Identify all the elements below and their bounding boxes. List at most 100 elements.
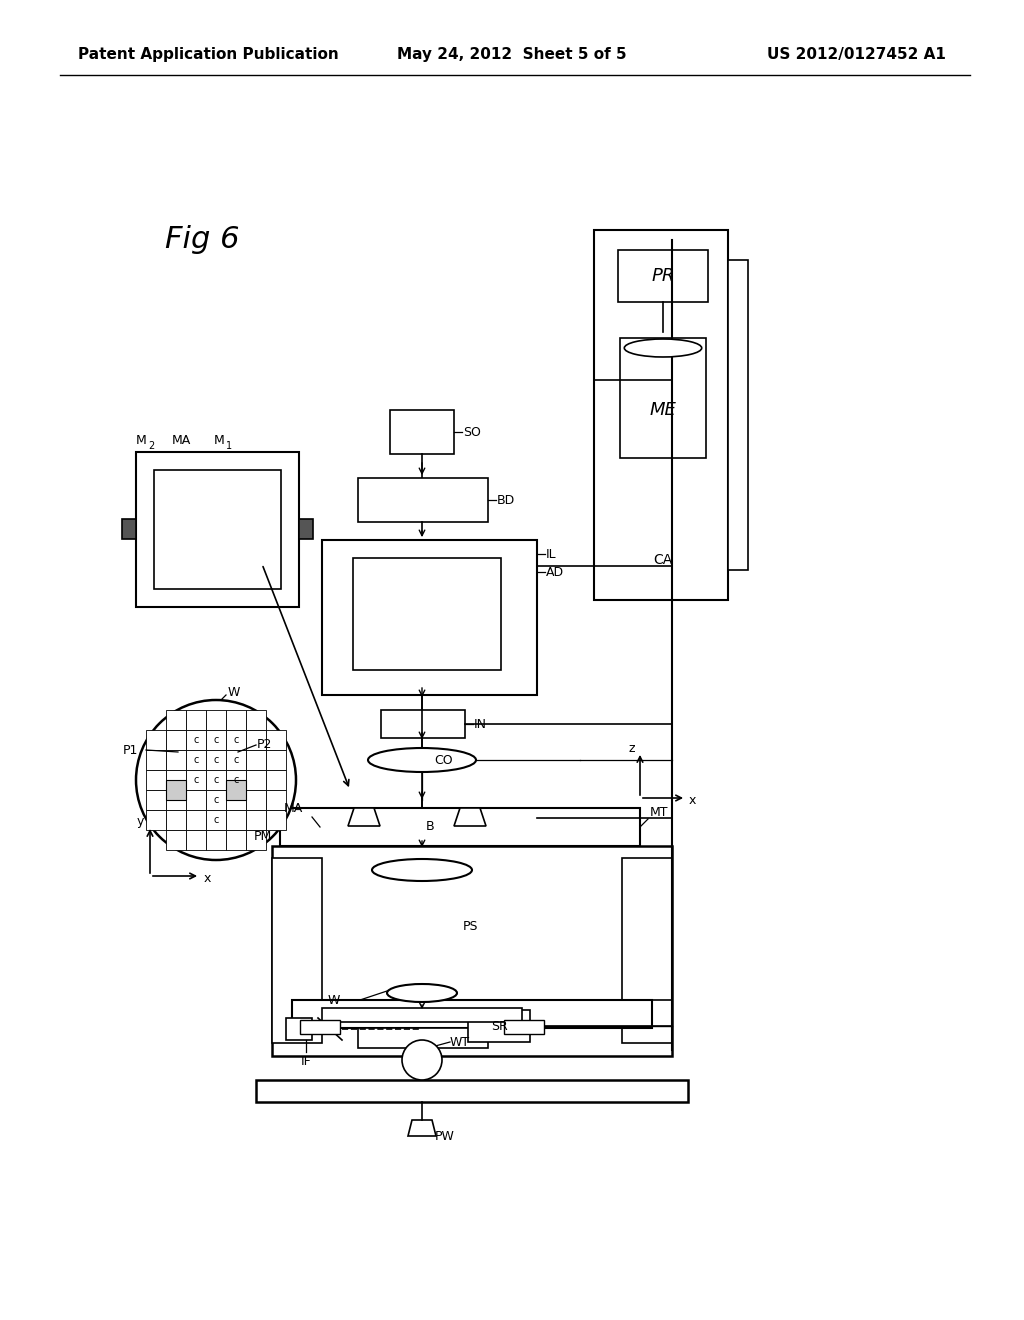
Bar (504, 1020, 544, 1034)
Bar (206, 830, 226, 850)
Text: c: c (233, 755, 239, 766)
Bar (166, 830, 186, 850)
Text: US 2012/0127452 A1: US 2012/0127452 A1 (767, 48, 946, 62)
Bar (146, 730, 166, 750)
Text: IL: IL (546, 548, 557, 561)
Bar (226, 710, 246, 730)
Text: c: c (213, 814, 219, 825)
Text: IN: IN (474, 718, 487, 730)
Text: x: x (204, 871, 211, 884)
Bar (186, 830, 206, 850)
Text: c: c (233, 735, 239, 744)
Bar (299, 519, 313, 539)
Bar (206, 789, 226, 810)
Text: AD: AD (546, 565, 564, 578)
Text: c: c (213, 775, 219, 785)
Bar (246, 789, 266, 810)
Text: MT: MT (650, 807, 669, 820)
Bar (206, 810, 226, 830)
Text: ME: ME (649, 401, 677, 418)
Text: z: z (629, 742, 635, 755)
Bar (246, 710, 266, 730)
Bar (166, 789, 186, 810)
Bar (166, 770, 186, 789)
Bar (322, 540, 537, 696)
Bar (166, 810, 186, 830)
Bar (594, 230, 728, 601)
Bar (136, 451, 299, 607)
Bar (186, 710, 206, 730)
Text: IF: IF (301, 1055, 311, 1068)
Bar (146, 789, 166, 810)
Bar (381, 710, 465, 738)
Text: c: c (194, 735, 199, 744)
Text: M: M (136, 433, 146, 446)
Bar (266, 770, 286, 789)
Bar (300, 1020, 340, 1034)
Bar (186, 730, 206, 750)
Bar (146, 750, 166, 770)
Text: c: c (194, 755, 199, 766)
Bar (206, 770, 226, 789)
Text: MA: MA (284, 803, 303, 816)
Text: 2: 2 (148, 441, 155, 451)
Bar (468, 1010, 530, 1041)
Text: CA: CA (653, 553, 673, 568)
Ellipse shape (625, 339, 701, 356)
Text: P1: P1 (123, 743, 138, 756)
Text: BD: BD (497, 494, 515, 507)
Polygon shape (408, 1119, 436, 1137)
Text: P2: P2 (257, 738, 272, 751)
Bar (146, 770, 166, 789)
Text: PS: PS (463, 920, 478, 933)
Circle shape (136, 700, 296, 861)
Bar (390, 882, 454, 972)
Text: PM: PM (254, 830, 272, 843)
Bar (266, 730, 286, 750)
Polygon shape (356, 858, 488, 882)
Bar (246, 830, 266, 850)
Bar (226, 830, 246, 850)
Text: c: c (213, 755, 219, 766)
Ellipse shape (372, 859, 472, 880)
Text: c: c (213, 795, 219, 805)
Text: M: M (214, 433, 224, 446)
Text: May 24, 2012  Sheet 5 of 5: May 24, 2012 Sheet 5 of 5 (397, 48, 627, 62)
Polygon shape (318, 1018, 342, 1040)
Bar (186, 789, 206, 810)
Bar (246, 750, 266, 770)
Bar (154, 470, 281, 589)
Bar (256, 1080, 688, 1102)
Bar (286, 1018, 312, 1040)
Bar (226, 810, 246, 830)
Bar (206, 730, 226, 750)
Text: PR: PR (651, 267, 675, 285)
Bar (266, 789, 286, 810)
Bar (122, 519, 136, 539)
Bar (618, 249, 708, 302)
Text: c: c (233, 775, 239, 785)
Text: c: c (213, 735, 219, 744)
Bar (272, 858, 322, 1043)
Bar (186, 750, 206, 770)
Bar (622, 858, 672, 1043)
Polygon shape (348, 808, 380, 826)
Bar (620, 338, 706, 458)
Bar (226, 770, 246, 789)
Bar (226, 789, 246, 810)
Bar (246, 730, 266, 750)
Text: B: B (426, 821, 434, 833)
Bar (226, 750, 246, 770)
Bar (166, 750, 186, 770)
Text: Fig 6: Fig 6 (165, 226, 240, 255)
Bar (390, 411, 454, 454)
Bar (166, 710, 186, 730)
Polygon shape (454, 808, 486, 826)
Text: c: c (194, 775, 199, 785)
Bar (358, 1028, 488, 1048)
Bar (226, 780, 246, 800)
Bar (166, 730, 186, 750)
Text: Patent Application Publication: Patent Application Publication (78, 48, 339, 62)
Text: W: W (228, 686, 241, 700)
Text: WT: WT (450, 1035, 470, 1048)
